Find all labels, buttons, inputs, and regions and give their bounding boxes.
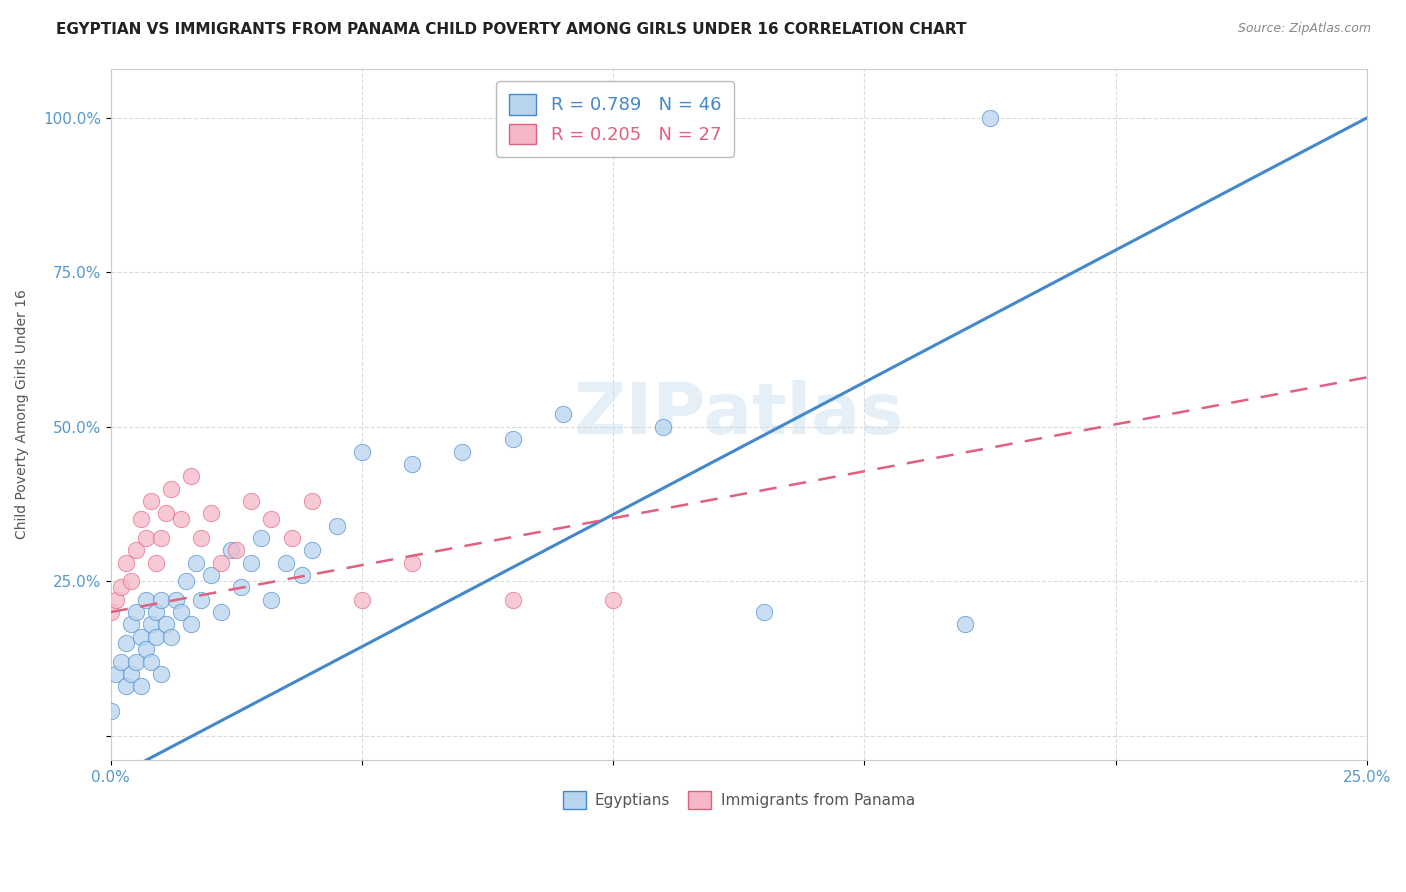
Point: [170, 512, 193, 526]
Point: [104, 592, 127, 607]
Point: [290, 568, 312, 582]
Point: [219, 543, 242, 558]
Point: [129, 630, 152, 644]
Point: [114, 636, 136, 650]
Point: [125, 605, 148, 619]
Point: [100, 605, 122, 619]
Point: [953, 617, 976, 632]
Point: [551, 408, 574, 422]
Point: [139, 655, 162, 669]
Point: [125, 655, 148, 669]
Point: [135, 531, 157, 545]
Point: [752, 605, 775, 619]
Point: [401, 556, 423, 570]
Point: [209, 556, 232, 570]
Text: Source: ZipAtlas.com: Source: ZipAtlas.com: [1237, 22, 1371, 36]
Point: [190, 531, 212, 545]
Text: EGYPTIAN VS IMMIGRANTS FROM PANAMA CHILD POVERTY AMONG GIRLS UNDER 16 CORRELATIO: EGYPTIAN VS IMMIGRANTS FROM PANAMA CHILD…: [56, 22, 967, 37]
Point: [231, 581, 253, 595]
Point: [100, 704, 122, 718]
Point: [104, 666, 127, 681]
Point: [451, 444, 474, 458]
Point: [602, 592, 624, 607]
Point: [180, 617, 202, 632]
Point: [301, 494, 323, 508]
Legend: Egyptians, Immigrants from Panama: Egyptians, Immigrants from Panama: [557, 785, 921, 815]
Point: [149, 592, 172, 607]
Point: [184, 556, 207, 570]
Text: ZIPatlas: ZIPatlas: [574, 380, 904, 449]
Point: [350, 444, 373, 458]
Point: [260, 512, 283, 526]
Point: [149, 531, 172, 545]
Point: [114, 556, 136, 570]
Point: [145, 556, 167, 570]
Y-axis label: Child Poverty Among Girls Under 16: Child Poverty Among Girls Under 16: [15, 290, 30, 540]
Point: [502, 432, 524, 446]
Point: [120, 666, 142, 681]
Point: [120, 617, 142, 632]
Point: [190, 592, 212, 607]
Point: [240, 556, 263, 570]
Point: [155, 506, 177, 520]
Point: [125, 543, 148, 558]
Point: [174, 574, 197, 589]
Point: [139, 494, 162, 508]
Point: [180, 469, 202, 483]
Point: [350, 592, 373, 607]
Point: [240, 494, 263, 508]
Point: [110, 655, 132, 669]
Point: [979, 111, 1001, 125]
Point: [200, 506, 222, 520]
Point: [114, 679, 136, 693]
Point: [170, 605, 193, 619]
Point: [401, 457, 423, 471]
Point: [135, 592, 157, 607]
Point: [135, 642, 157, 657]
Point: [145, 605, 167, 619]
Point: [200, 568, 222, 582]
Point: [160, 482, 183, 496]
Point: [276, 556, 298, 570]
Point: [250, 531, 273, 545]
Point: [155, 617, 177, 632]
Point: [165, 592, 187, 607]
Point: [301, 543, 323, 558]
Point: [110, 581, 132, 595]
Point: [209, 605, 232, 619]
Point: [129, 512, 152, 526]
Point: [145, 630, 167, 644]
Point: [502, 592, 524, 607]
Point: [129, 679, 152, 693]
Point: [325, 518, 347, 533]
Point: [652, 419, 675, 434]
Point: [120, 574, 142, 589]
Point: [280, 531, 302, 545]
Point: [139, 617, 162, 632]
Point: [149, 666, 172, 681]
Point: [160, 630, 183, 644]
Point: [260, 592, 283, 607]
Point: [225, 543, 247, 558]
